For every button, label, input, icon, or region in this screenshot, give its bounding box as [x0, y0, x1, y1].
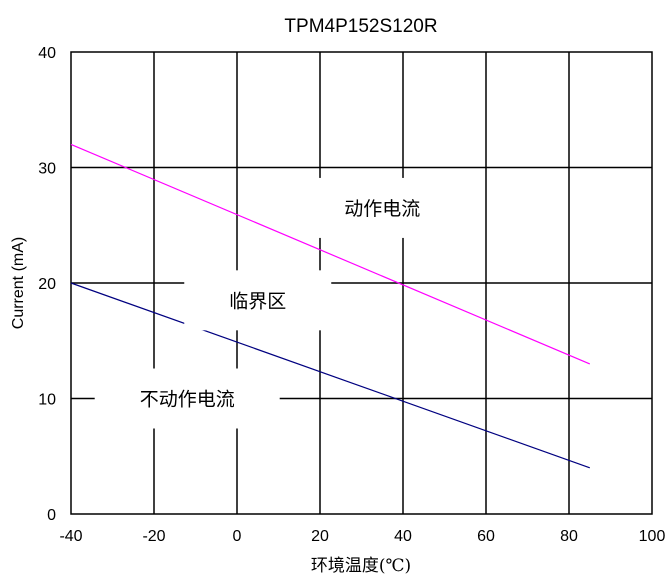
x-tick-label: 20 [311, 528, 329, 545]
region-annotation: 不动作电流 [94, 368, 280, 429]
series-group [70, 143, 591, 469]
y-tick-label: 30 [38, 161, 56, 178]
chart-title: TPM4P152S120R [284, 16, 437, 37]
grid [71, 52, 652, 514]
y-tick-label: 0 [47, 507, 56, 524]
x-tick-label: 0 [233, 528, 242, 545]
x-tick-labels: -40 -20 0 20 40 60 80 100 [59, 528, 665, 545]
x-axis-label: 环境温度(℃) [311, 556, 411, 576]
y-tick-label: 40 [38, 45, 56, 62]
annotation-label: 动作电流 [344, 198, 420, 220]
series-line [70, 282, 591, 469]
x-tick-label: 80 [560, 528, 578, 545]
y-tick-label: 20 [38, 276, 56, 293]
region-annotation: 动作电流 [299, 177, 466, 238]
annotation-label: 临界区 [229, 290, 286, 312]
annotation-background [299, 177, 466, 238]
region-annotation: 临界区 [184, 270, 332, 331]
x-tick-label: 100 [639, 528, 666, 545]
x-tick-label: 40 [394, 528, 412, 545]
x-tick-label: 60 [477, 528, 495, 545]
annotation-background [94, 368, 280, 429]
y-axis-label: Current (mA) [10, 237, 27, 329]
annotation-background [184, 270, 332, 331]
y-tick-labels: 0 10 20 30 40 [38, 45, 56, 524]
x-tick-label: -40 [59, 528, 82, 545]
series-line [70, 143, 591, 365]
annotation-label: 不动作电流 [140, 389, 235, 411]
y-tick-label: 10 [38, 392, 56, 409]
x-tick-label: -20 [142, 528, 165, 545]
